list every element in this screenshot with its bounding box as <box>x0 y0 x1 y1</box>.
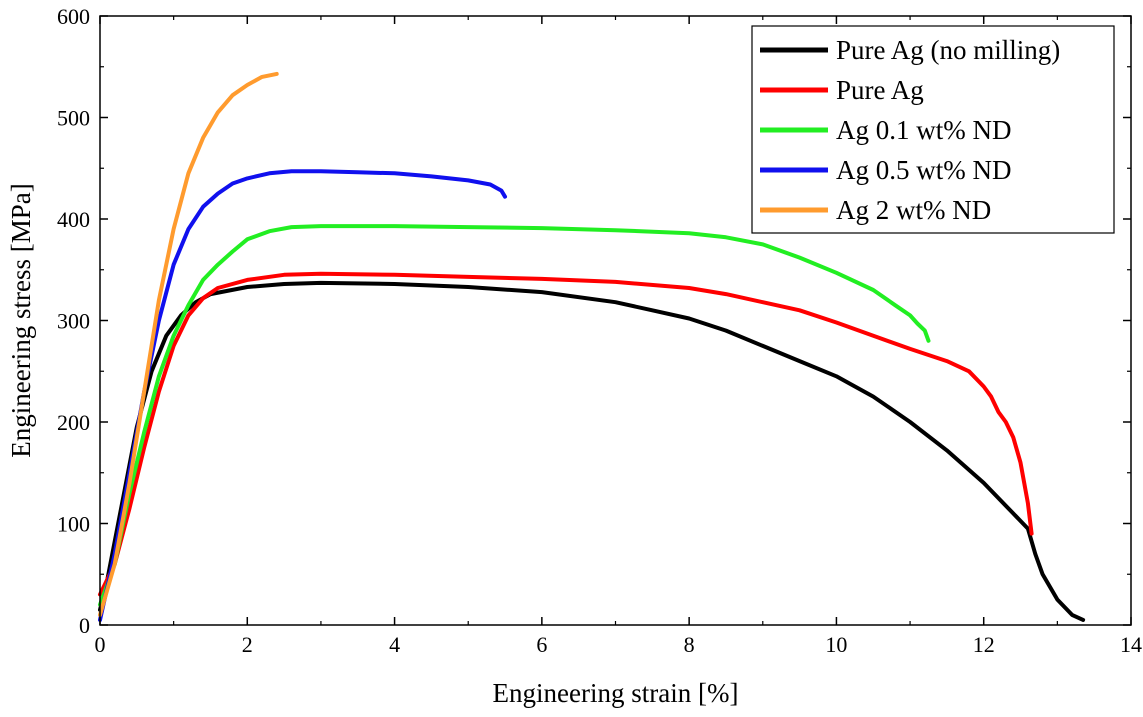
series-line-1 <box>98 280 1086 622</box>
x-tick-label: 4 <box>389 632 400 657</box>
x-tick-label: 12 <box>973 632 995 657</box>
x-tick-label: 0 <box>95 632 106 657</box>
y-tick-label: 400 <box>57 207 90 232</box>
series-line-3 <box>98 224 931 607</box>
x-tick-label: 10 <box>825 632 847 657</box>
series-line-4 <box>98 169 507 622</box>
plot-lines <box>98 71 1086 622</box>
y-tick-label: 100 <box>57 512 90 537</box>
x-tick-label: 6 <box>536 632 547 657</box>
legend-label: Ag 0.5 wt% ND <box>836 155 1012 185</box>
y-tick-label: 600 <box>57 4 90 29</box>
legend: Pure Ag (no milling) Pure Ag Ag 0.1 wt% ND… <box>751 25 1115 234</box>
y-tick-label: 0 <box>79 613 90 638</box>
x-tick-label: 8 <box>684 632 695 657</box>
series-line-5 <box>98 71 279 617</box>
x-axis-title: Engineering strain [%] <box>493 678 739 708</box>
legend-label: Pure Ag (no milling) <box>836 35 1060 65</box>
y-tick-label: 200 <box>57 410 90 435</box>
x-tick-label: 2 <box>242 632 253 657</box>
series-line-2 <box>98 271 1034 597</box>
x-tick-label: 14 <box>1120 632 1142 657</box>
y-tick-label: 300 <box>57 309 90 334</box>
legend-label: Pure Ag <box>836 75 924 105</box>
legend-label: Ag 2 wt% ND <box>836 195 991 225</box>
y-axis-title: Engineering stress [MPa] <box>6 183 36 457</box>
legend-label: Ag 0.1 wt% ND <box>836 115 1012 145</box>
y-tick-label: 500 <box>57 106 90 131</box>
axis-ticks: 0 2 4 6 8 10 12 14 0 100 200 300 400 500 600 <box>57 4 1142 657</box>
